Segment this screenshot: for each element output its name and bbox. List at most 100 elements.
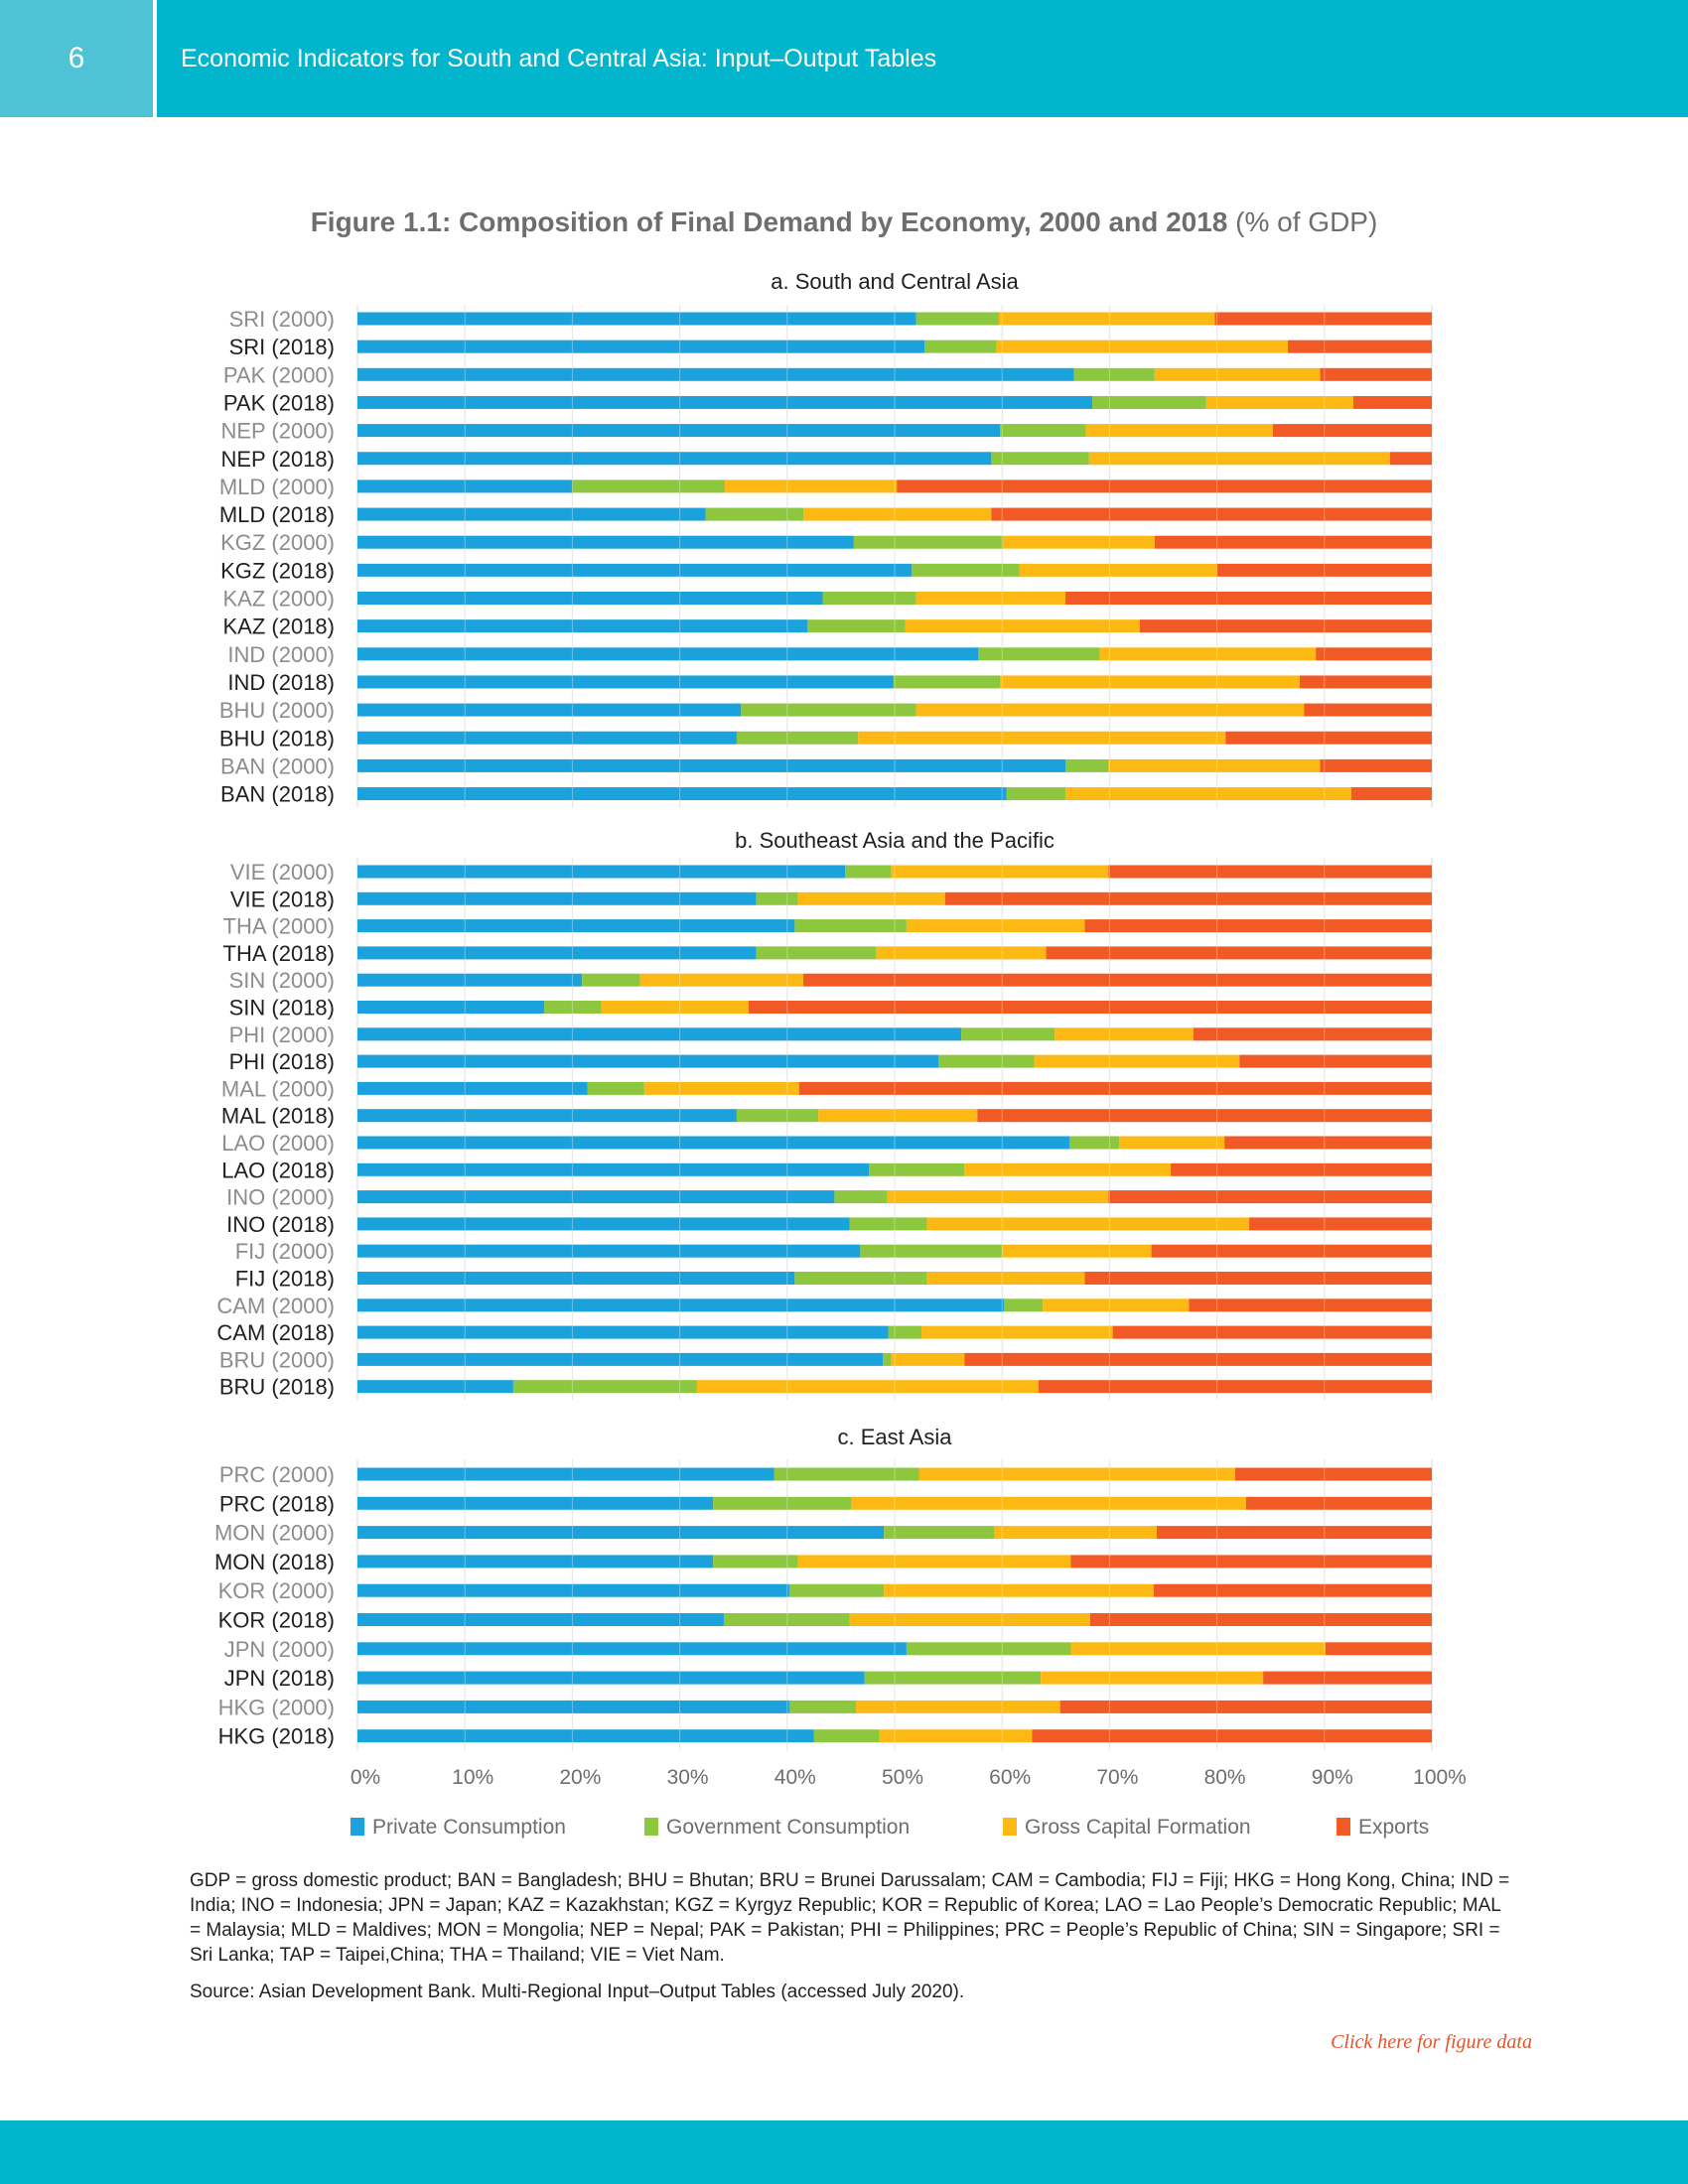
bar-segment-government-consumption xyxy=(853,535,1004,549)
bar-segment-gross-capital-formation xyxy=(1043,1298,1190,1312)
x-tick-label: 70% xyxy=(1096,1766,1138,1789)
bar-segment-private-consumption xyxy=(357,1298,1005,1312)
category-label: LAO (2018) xyxy=(221,1158,335,1182)
category-label: JPN (2018) xyxy=(224,1666,335,1691)
bar-segment-exports xyxy=(1084,919,1432,933)
x-tick-label: 40% xyxy=(774,1766,816,1789)
bar-segment-exports xyxy=(1263,1671,1432,1685)
category-label: KGZ (2000) xyxy=(220,530,335,555)
category-label: MON (2000) xyxy=(214,1521,335,1546)
bar-segment-private-consumption xyxy=(357,1136,1070,1150)
bar-segment-government-consumption xyxy=(834,1190,888,1204)
x-tick-label: 10% xyxy=(452,1766,493,1789)
bar-segment-exports xyxy=(1084,1272,1432,1285)
bar-segment-private-consumption xyxy=(357,1642,907,1656)
bar-segment-gross-capital-formation xyxy=(876,946,1047,960)
bar-segment-exports xyxy=(1108,865,1432,879)
bar-segment-exports xyxy=(748,1001,1432,1014)
bar-segment-government-consumption xyxy=(915,312,999,326)
bar-segment-government-consumption xyxy=(912,563,1020,577)
bar-segment-government-consumption xyxy=(888,1325,922,1339)
bar-segment-gross-capital-formation xyxy=(1154,367,1321,381)
bar-segment-government-consumption xyxy=(723,1613,850,1626)
category-label: MAL (2018) xyxy=(221,1104,335,1129)
category-label: INO (2000) xyxy=(226,1185,335,1210)
bar-segment-exports xyxy=(977,1109,1432,1123)
category-label: THA (2000) xyxy=(223,914,336,939)
bar-segment-private-consumption xyxy=(357,340,925,353)
bar-segment-exports xyxy=(1214,312,1432,326)
bar-segment-gross-capital-formation xyxy=(884,1583,1154,1597)
category-label: MLD (2018) xyxy=(219,502,335,527)
bar-segment-government-consumption xyxy=(788,1583,885,1597)
bar-segment-private-consumption xyxy=(357,1325,889,1339)
bar-segment-exports xyxy=(1389,452,1432,466)
bar-segment-private-consumption xyxy=(357,312,916,326)
category-label: BHU (2018) xyxy=(219,726,335,751)
bar-segment-gross-capital-formation xyxy=(1065,787,1351,801)
bar-segment-gross-capital-formation xyxy=(1119,1136,1225,1150)
bar-segment-government-consumption xyxy=(736,731,859,745)
bar-segment-government-consumption xyxy=(756,946,877,960)
figure-unit: (% of GDP) xyxy=(1235,206,1378,237)
bar-segment-gross-capital-formation xyxy=(818,1109,978,1123)
category-label: CAM (2000) xyxy=(216,1294,335,1318)
category-label: KOR (2000) xyxy=(218,1578,335,1603)
bar-segment-private-consumption xyxy=(357,787,1007,801)
legend-item-private-consumption: Private Consumption xyxy=(351,1816,566,1840)
bar-segment-government-consumption xyxy=(741,703,916,717)
bar-segment-private-consumption xyxy=(357,1162,870,1176)
bar-segment-government-consumption xyxy=(807,619,906,633)
bar-segment-government-consumption xyxy=(1073,367,1155,381)
bar-segment-government-consumption xyxy=(893,675,1001,689)
bar-segment-exports xyxy=(1154,535,1432,549)
bar-segment-government-consumption xyxy=(1004,1298,1044,1312)
category-label: SRI (2018) xyxy=(229,335,335,359)
legend: Private Consumption Government Consumpti… xyxy=(0,1816,1688,1845)
bar-segment-government-consumption xyxy=(845,865,892,879)
bar-segment-exports xyxy=(1320,758,1432,772)
bar-segment-gross-capital-formation xyxy=(696,1380,1039,1394)
bar-segment-private-consumption xyxy=(357,1190,835,1204)
bar-segment-government-consumption xyxy=(713,1555,798,1569)
bar-segment-gross-capital-formation xyxy=(915,592,1066,605)
category-label: MON (2018) xyxy=(214,1550,335,1574)
x-tick-label: 50% xyxy=(882,1766,923,1789)
legend-swatch xyxy=(644,1818,658,1836)
bar-segment-government-consumption xyxy=(869,1162,965,1176)
category-label: THA (2018) xyxy=(223,941,336,966)
bar-segment-exports xyxy=(1224,1136,1432,1150)
bar-segment-exports xyxy=(1234,1467,1432,1481)
bar-segment-gross-capital-formation xyxy=(1041,1671,1264,1685)
bar-segment-private-consumption xyxy=(357,1027,962,1041)
x-tick-label: 0% xyxy=(351,1766,380,1789)
legend-item-government-consumption: Government Consumption xyxy=(644,1816,910,1840)
bar-segment-exports xyxy=(964,1352,1432,1366)
category-label: IND (2000) xyxy=(227,642,335,667)
bar-segment-exports xyxy=(1216,563,1432,577)
bar-segment-exports xyxy=(1353,395,1432,409)
footer-bar xyxy=(0,2120,1688,2184)
category-label: HKG (2000) xyxy=(218,1695,335,1719)
bar-segment-government-consumption xyxy=(1006,787,1066,801)
bar-segment-exports xyxy=(1225,731,1432,745)
figure-data-link[interactable]: Click here for figure data xyxy=(1331,2031,1532,2053)
header-page-block: 6 xyxy=(0,0,153,117)
category-label: IND (2018) xyxy=(227,670,335,695)
bar-segment-gross-capital-formation xyxy=(996,340,1289,353)
bar-segment-exports xyxy=(1153,1583,1432,1597)
bar-segment-exports xyxy=(1272,424,1432,438)
bar-segment-private-consumption xyxy=(357,1583,789,1597)
bar-segment-exports xyxy=(1189,1298,1432,1312)
bar-segment-government-consumption xyxy=(924,340,997,353)
bar-segment-gross-capital-formation xyxy=(1205,395,1354,409)
bar-segment-gross-capital-formation xyxy=(803,507,992,521)
legend-label: Government Consumption xyxy=(666,1816,911,1839)
bar-segment-gross-capital-formation xyxy=(921,1325,1113,1339)
bar-segment-government-consumption xyxy=(774,1467,919,1481)
category-label: BRU (2000) xyxy=(219,1347,335,1372)
category-label: NEP (2018) xyxy=(220,447,335,472)
bar-segment-exports xyxy=(1038,1380,1432,1394)
bar-segment-government-consumption xyxy=(1065,758,1109,772)
bar-segment-private-consumption xyxy=(357,703,742,717)
